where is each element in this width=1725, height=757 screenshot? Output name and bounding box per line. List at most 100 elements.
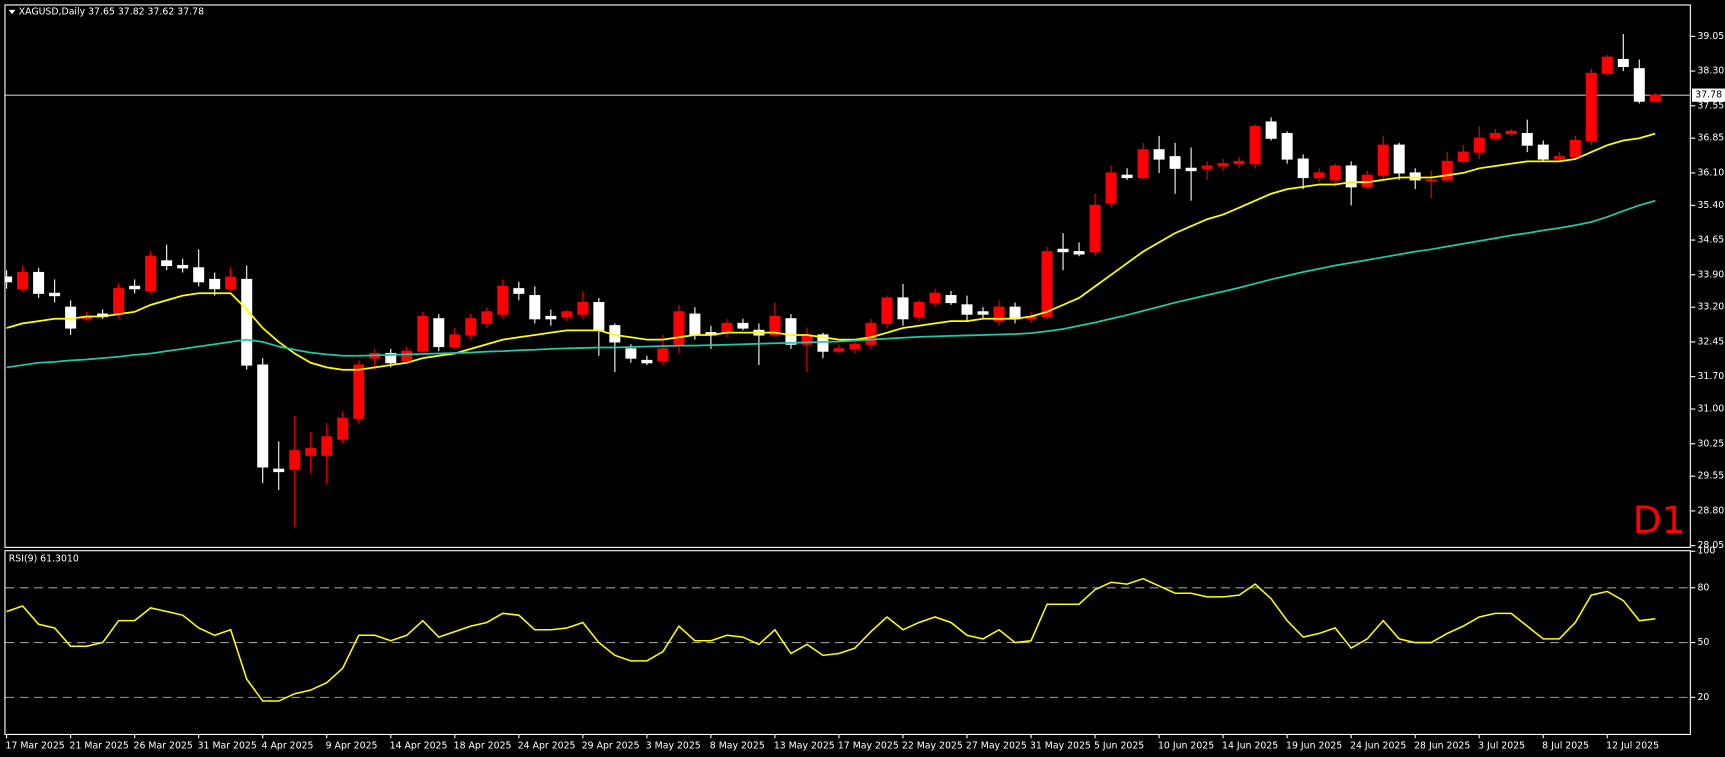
x-tick-label: 28 Jun 2025 — [1414, 740, 1470, 751]
candle-body — [513, 288, 525, 294]
candle-body — [385, 352, 397, 364]
candle-body — [625, 348, 637, 359]
x-tick-label: 17 Mar 2025 — [6, 740, 65, 751]
candle-body — [1233, 160, 1245, 165]
y-tick-label: 31.70 — [1697, 371, 1724, 382]
candle-body — [145, 255, 157, 292]
candle-body — [1313, 172, 1325, 179]
candle-body — [113, 288, 125, 315]
y-tick-label: 31.00 — [1697, 404, 1724, 415]
candle-body — [33, 271, 45, 294]
candle-body — [1409, 172, 1421, 181]
candle-body — [5, 276, 13, 283]
candle-body — [545, 315, 557, 320]
x-tick-label: 17 May 2025 — [838, 740, 899, 751]
x-tick-label: 4 Apr 2025 — [262, 740, 314, 751]
timeframe-label: D1 — [1633, 498, 1686, 542]
y-tick-label: 28.05 — [1697, 540, 1724, 551]
y-tick-label: 100 — [1697, 546, 1715, 557]
y-tick-label: 28.80 — [1697, 505, 1724, 516]
candle-body — [1297, 158, 1309, 179]
candle-body — [561, 311, 573, 318]
y-tick-label: 37.55 — [1697, 100, 1724, 111]
candle-body — [817, 334, 829, 352]
candle-body — [193, 267, 205, 283]
candle-body — [785, 318, 797, 345]
candle-body — [673, 311, 685, 345]
candle-body — [1105, 172, 1117, 204]
candle-body — [1521, 133, 1533, 146]
candle-body — [577, 302, 589, 315]
candle-body — [465, 318, 477, 336]
candle-body — [161, 260, 173, 267]
candle-body — [1425, 179, 1437, 182]
candle-body — [1153, 149, 1165, 160]
candle-body — [833, 348, 845, 352]
candle-body — [1169, 156, 1181, 169]
candle-body — [209, 278, 221, 290]
x-tick-label: 3 Jul 2025 — [1478, 740, 1525, 751]
x-tick-label: 21 Mar 2025 — [70, 740, 129, 751]
candle-body — [433, 318, 445, 348]
y-tick-label: 36.10 — [1697, 167, 1724, 178]
rsi-title: RSI(9) 61.3010 — [9, 553, 79, 564]
x-tick-label: 31 Mar 2025 — [198, 740, 257, 751]
last-price-label: 37.78 — [1695, 90, 1722, 101]
rsi-panel-frame — [4, 550, 1691, 735]
candle-body — [1345, 165, 1357, 188]
candle-body — [881, 297, 893, 324]
candle-body — [865, 322, 877, 345]
candle-body — [17, 271, 29, 290]
y-tick-label: 33.90 — [1697, 269, 1724, 280]
rsi-line — [6, 577, 1656, 702]
y-tick-label: 33.20 — [1697, 302, 1724, 313]
x-tick-label: 19 Jun 2025 — [1286, 740, 1342, 751]
candle-body — [1585, 72, 1597, 142]
candle-body — [657, 348, 669, 361]
candle-body — [321, 436, 333, 456]
candle-body — [1505, 130, 1517, 135]
candle-body — [929, 292, 941, 304]
y-tick-label: 50 — [1697, 637, 1709, 648]
candle-body — [1457, 151, 1469, 162]
y-tick-label: 30.25 — [1697, 438, 1724, 449]
candle-body — [1201, 165, 1213, 169]
last-price-box — [1691, 88, 1725, 102]
y-tick-label: 39.05 — [1697, 31, 1724, 42]
rsi-plot — [5, 577, 1690, 702]
candle-body — [289, 450, 301, 470]
candle-body — [481, 311, 493, 324]
candle-body — [129, 285, 141, 290]
x-tick-label: 14 Apr 2025 — [390, 740, 448, 751]
candle-body — [449, 334, 461, 348]
candle-body — [1553, 156, 1565, 160]
candle-body — [273, 468, 285, 473]
candle-body — [1473, 137, 1485, 153]
axes: 39.05 38.30 37.55 36.85 36.10 35.40 34.65 33.90… — [6, 31, 1725, 751]
candle-body — [337, 417, 349, 440]
candle-body — [497, 285, 509, 315]
price-plot — [5, 34, 1690, 528]
candle-body — [417, 315, 429, 352]
candle-body — [1217, 163, 1229, 167]
x-tick-label: 14 Jun 2025 — [1222, 740, 1278, 751]
candle-body — [849, 343, 861, 350]
y-tick-label: 20 — [1697, 692, 1709, 703]
candle-body — [689, 313, 701, 336]
candle-body — [993, 306, 1005, 322]
candle-body — [49, 292, 61, 297]
chart-title: XAGUSD,Daily 37.65 37.82 37.62 37.78 — [19, 7, 204, 18]
x-tick-label: 8 Jul 2025 — [1542, 740, 1589, 751]
candle-body — [641, 359, 653, 364]
y-tick-label: 34.65 — [1697, 235, 1724, 246]
x-tick-label: 8 May 2025 — [710, 740, 765, 751]
candle-body — [1009, 306, 1021, 320]
candle-body — [897, 297, 909, 320]
x-tick-label: 12 Jul 2025 — [1606, 740, 1659, 751]
x-tick-label: 29 Apr 2025 — [582, 740, 640, 751]
x-tick-label: 31 May 2025 — [1030, 740, 1091, 751]
x-tick-label: 24 Jun 2025 — [1350, 740, 1406, 751]
y-tick-label: 38.30 — [1697, 66, 1724, 77]
